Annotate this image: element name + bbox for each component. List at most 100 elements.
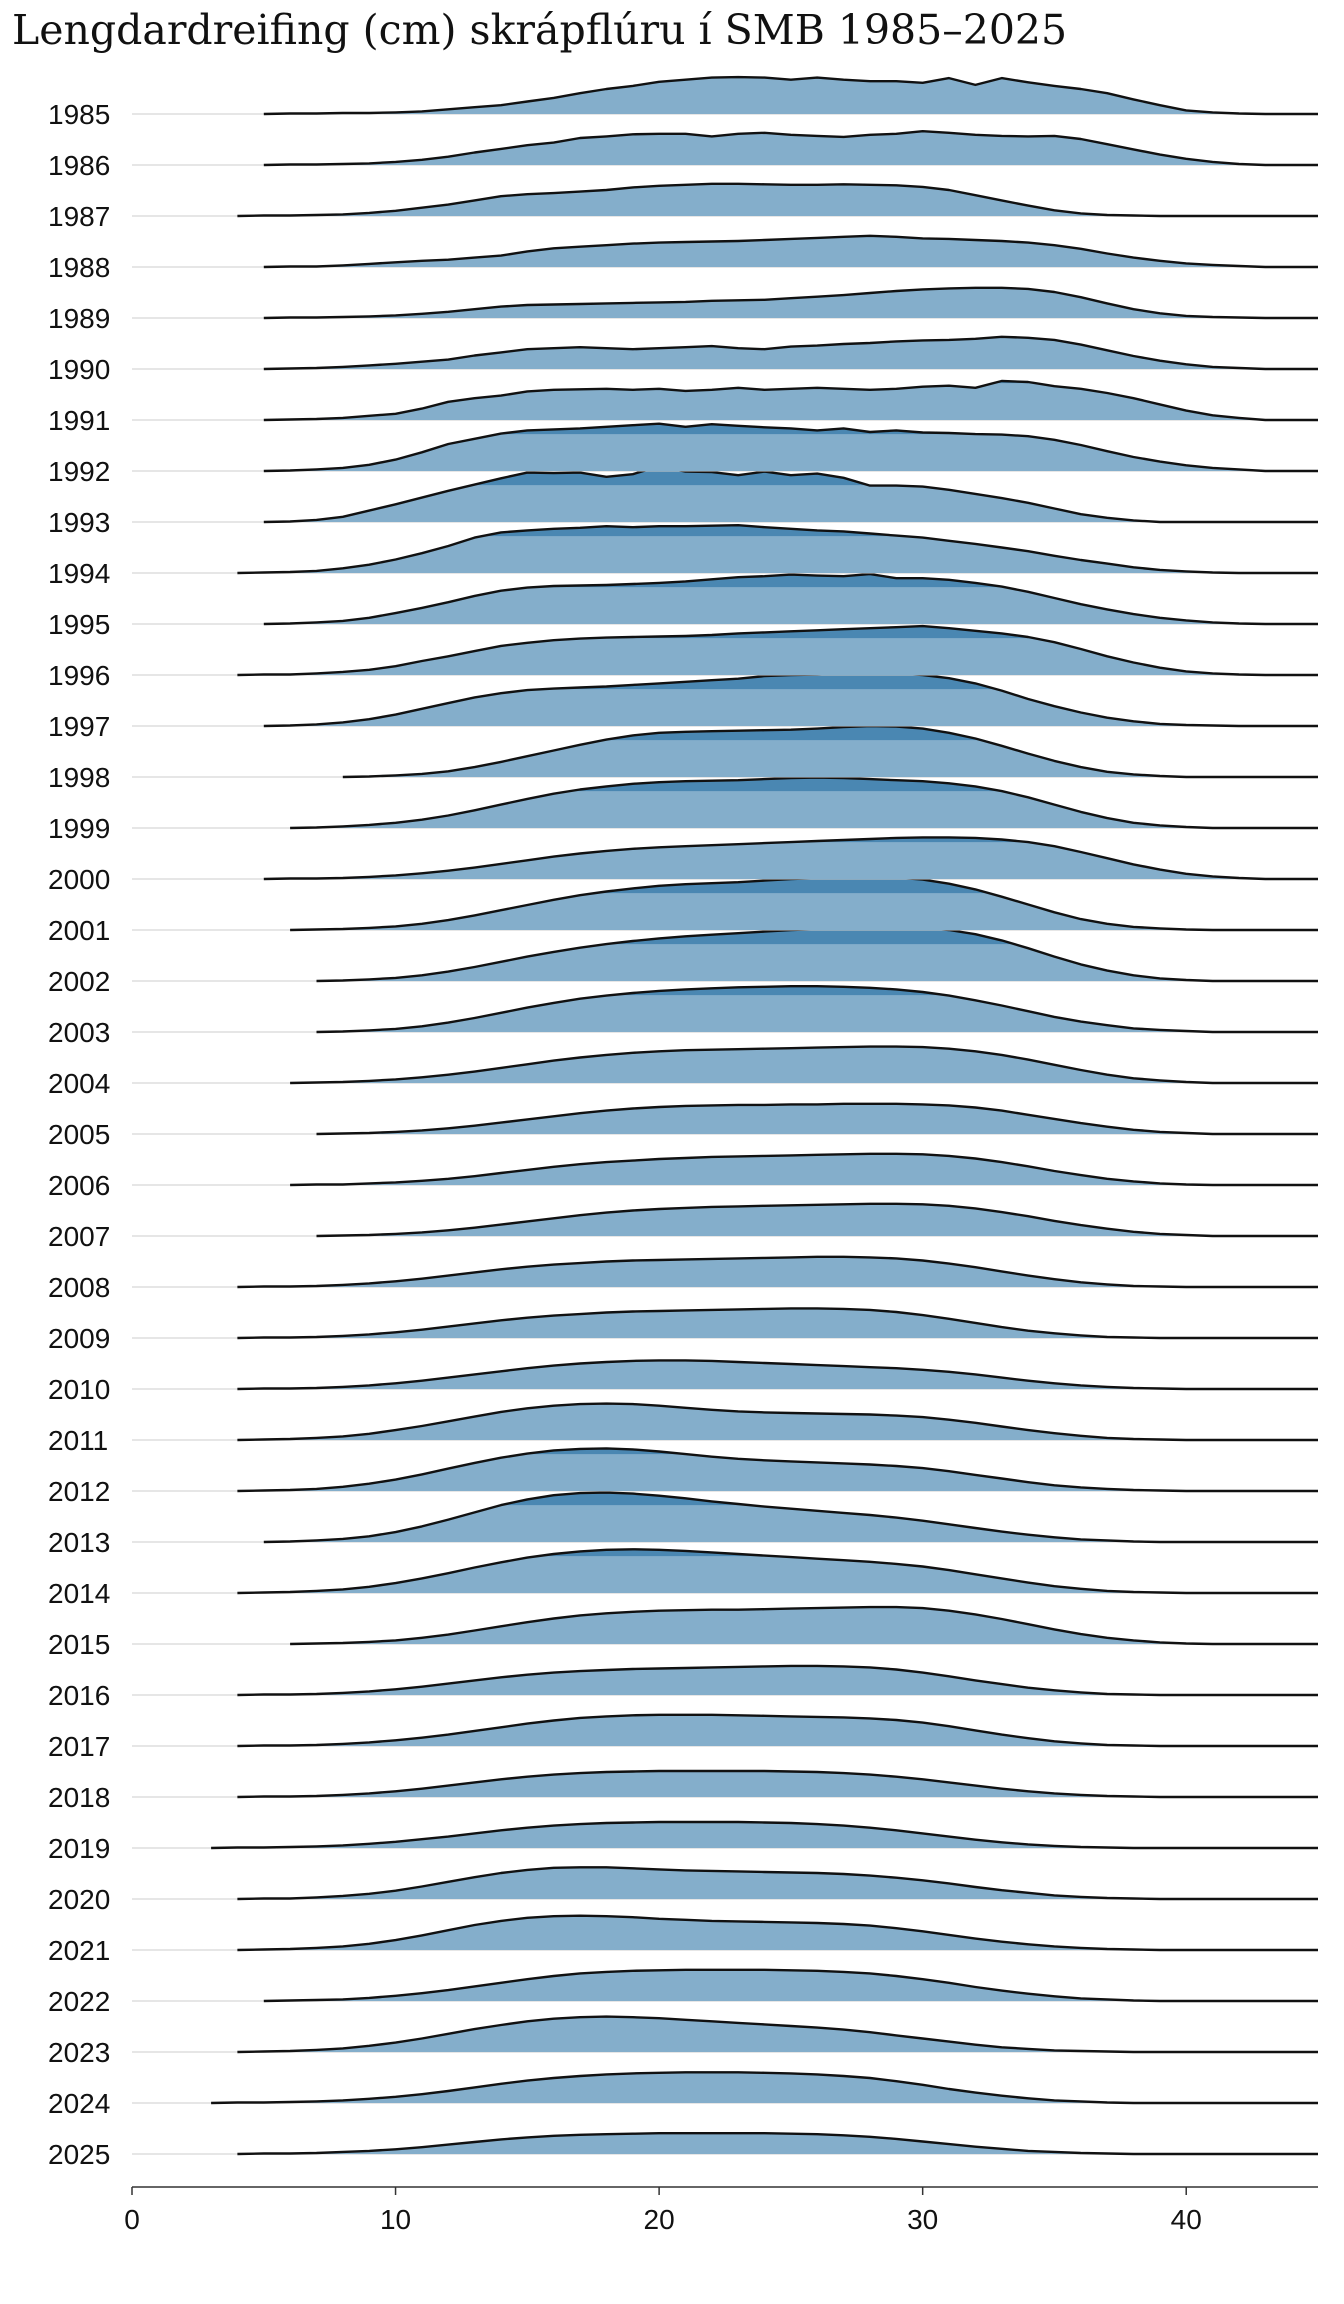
ridge-2012: 2012: [48, 1447, 1318, 1507]
ridge-2024: 2024: [48, 2071, 1318, 2119]
year-label: 1993: [48, 507, 110, 538]
ridge-area: [237, 1867, 1292, 1899]
ridge-1998: 1998: [48, 724, 1318, 793]
ridge-outline: [263, 836, 1318, 881]
ridge-outline: [263, 286, 1318, 320]
ridge-area: [263, 671, 1266, 726]
ridge-area: [237, 2016, 1292, 2052]
ridge-area: [263, 235, 1266, 267]
ridge-area: [211, 1822, 1292, 1848]
ridge-1985: 1985: [48, 75, 1318, 130]
ridge-outline: [237, 1713, 1318, 1748]
ridge-area: [263, 1492, 1292, 1542]
ridge-area: [290, 1153, 1266, 1185]
ridge-1993: 1993: [48, 465, 1318, 538]
year-label: 2019: [48, 1833, 110, 1864]
ridge-1986: 1986: [48, 130, 1318, 181]
year-label: 1991: [48, 405, 110, 436]
ridge-2006: 2006: [48, 1152, 1318, 1201]
ridge-area: [342, 726, 1266, 777]
year-label: 1987: [48, 201, 110, 232]
year-label: 1996: [48, 660, 110, 691]
ridge-outline: [263, 465, 1318, 524]
ridge-outline: [211, 2071, 1318, 2105]
year-label: 1992: [48, 456, 110, 487]
ridge-area: [263, 77, 1266, 114]
ridge-outline: [237, 182, 1318, 218]
ridge-outline: [342, 724, 1318, 779]
ridge-outline: [211, 1820, 1318, 1850]
ridge-outline: [237, 524, 1318, 575]
ridge-area: [290, 777, 1266, 828]
ridge-outline: [263, 75, 1318, 116]
year-label: 2000: [48, 864, 110, 895]
ridge-outline: [263, 572, 1318, 626]
ridge-2011: 2011: [48, 1402, 1318, 1456]
ridge-outline: [290, 1605, 1318, 1646]
ridge-area: [263, 423, 1266, 471]
ridge-2017: 2017: [48, 1713, 1318, 1762]
ridge-outline: [237, 1664, 1318, 1697]
ridge-outline: [316, 985, 1318, 1034]
ridge-outline: [263, 1968, 1318, 2003]
year-label: 1986: [48, 150, 110, 181]
ridge-outline: [263, 670, 1318, 728]
year-label: 2002: [48, 966, 110, 997]
ridge-2010: 2010: [48, 1359, 1318, 1405]
ridge-outline: [237, 1914, 1318, 1952]
ridge-area: [237, 183, 1292, 216]
x-tick-label: 20: [644, 2204, 675, 2235]
ridge-1999: 1999: [48, 776, 1318, 844]
year-label: 2017: [48, 1731, 110, 1762]
ridge-2018: 2018: [48, 1769, 1318, 1813]
ridge-2019: 2019: [48, 1820, 1318, 1864]
ridge-area: [237, 1256, 1292, 1287]
year-label: 1988: [48, 252, 110, 283]
ridge-outline: [263, 335, 1318, 371]
year-label: 1994: [48, 558, 110, 589]
ridge-area: [263, 466, 1266, 522]
ridge-outline: [237, 2132, 1318, 2156]
x-axis: 0 10 20 30 40: [124, 2186, 1318, 2235]
x-tick-label: 40: [1171, 2204, 1202, 2235]
ridge-2015: 2015: [48, 1605, 1318, 1660]
ridge-outline: [316, 1202, 1318, 1238]
ridge-area: [237, 1360, 1292, 1389]
ridge-2025: 2025: [48, 2132, 1318, 2170]
ridge-1994: 1994: [48, 524, 1318, 589]
ridge-outline: [237, 1359, 1318, 1391]
year-label: 2013: [48, 1527, 110, 1558]
year-label: 2015: [48, 1629, 110, 1660]
year-label: 2005: [48, 1119, 110, 1150]
ridge-outline: [237, 2015, 1318, 2054]
ridge-2022: 2022: [48, 1968, 1318, 2017]
ridge-outline: [316, 1102, 1318, 1136]
year-label: 2009: [48, 1323, 110, 1354]
year-label: 2001: [48, 915, 110, 946]
ridge-1997: 1997: [48, 670, 1318, 742]
year-label: 1989: [48, 303, 110, 334]
year-label: 2007: [48, 1221, 110, 1252]
ridge-area: [237, 525, 1292, 573]
ridge-outline: [263, 1491, 1318, 1544]
year-label: 2008: [48, 1272, 110, 1303]
ridge-area: [263, 1969, 1292, 2001]
year-label: 1998: [48, 762, 110, 793]
ridge-area: [263, 381, 1266, 420]
ridge-area: [316, 926, 1266, 981]
ridge-area: [316, 986, 1266, 1032]
x-tick-label: 10: [380, 2204, 411, 2235]
ridge-2000: 2000: [48, 836, 1318, 895]
ridge-area: [263, 131, 1266, 165]
ridge-outline: [237, 1769, 1318, 1799]
year-label: 1995: [48, 609, 110, 640]
ridge-outline: [237, 624, 1318, 677]
year-label: 2024: [48, 2088, 110, 2119]
year-label: 1997: [48, 711, 110, 742]
ridge-area: [316, 1203, 1266, 1236]
year-label: 2012: [48, 1476, 110, 1507]
ridge-area: [290, 1607, 1266, 1644]
ridge-2008: 2008: [48, 1255, 1318, 1303]
ridge-1987: 1987: [48, 182, 1318, 232]
